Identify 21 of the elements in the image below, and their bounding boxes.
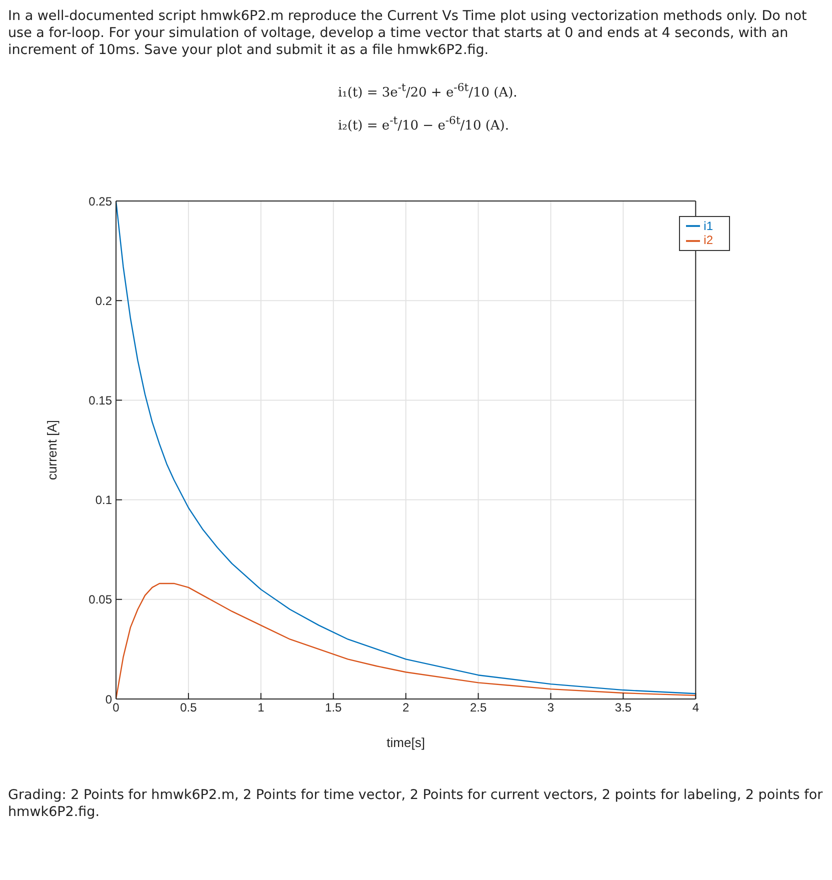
text: i₁(t) = 3e$^{-t}$/20 + e$^{-6t}$/10 (A). <box>338 81 518 100</box>
text: Grading: 2 Points for hmwk6P2.m, 2 Points for time vector, 2 Points for current vectors, 2 points for labeling, 2 points for hmwk6P2.fig. <box>8 786 824 821</box>
x-tick-label: 2 <box>402 700 410 714</box>
y-tick-label: 0.05 <box>88 592 112 606</box>
x-tick-label: 0.5 <box>180 700 198 714</box>
y-tick-label: 0.1 <box>95 492 112 507</box>
x-tick-label: 3.5 <box>614 700 632 714</box>
x-tick-label: 1.5 <box>325 700 342 714</box>
text: i₂(t) = e$^{-t}$/10 − e$^{-6t}$/10 (A). <box>338 114 510 134</box>
legend-label: i2 <box>704 233 713 248</box>
y-tick-label: 0.2 <box>95 294 112 308</box>
x-tick-label: 3 <box>547 700 554 714</box>
legend-label: i1 <box>704 218 713 233</box>
y-tick-label: 0.25 <box>88 194 112 208</box>
y-axis-title: current [A] <box>44 420 60 480</box>
x-tick-label: 4 <box>692 700 700 714</box>
x-axis-title: time[s] <box>386 734 425 750</box>
chart-title: In a well-documented script hmwk6P2.m reproduce the Current Vs Time plot using vectorization methods only. Do not use a for-loop. For your simulation of voltage, develop a time vector that starts at 0 and ends at 4 seconds, with an increment of 10ms. Save your plot and submit it as a file hmwk6P2.fig. <box>8 8 808 59</box>
y-tick-label: 0.15 <box>88 393 112 408</box>
x-tick-label: 2.5 <box>470 700 487 714</box>
x-tick-label: 1 <box>258 700 265 714</box>
